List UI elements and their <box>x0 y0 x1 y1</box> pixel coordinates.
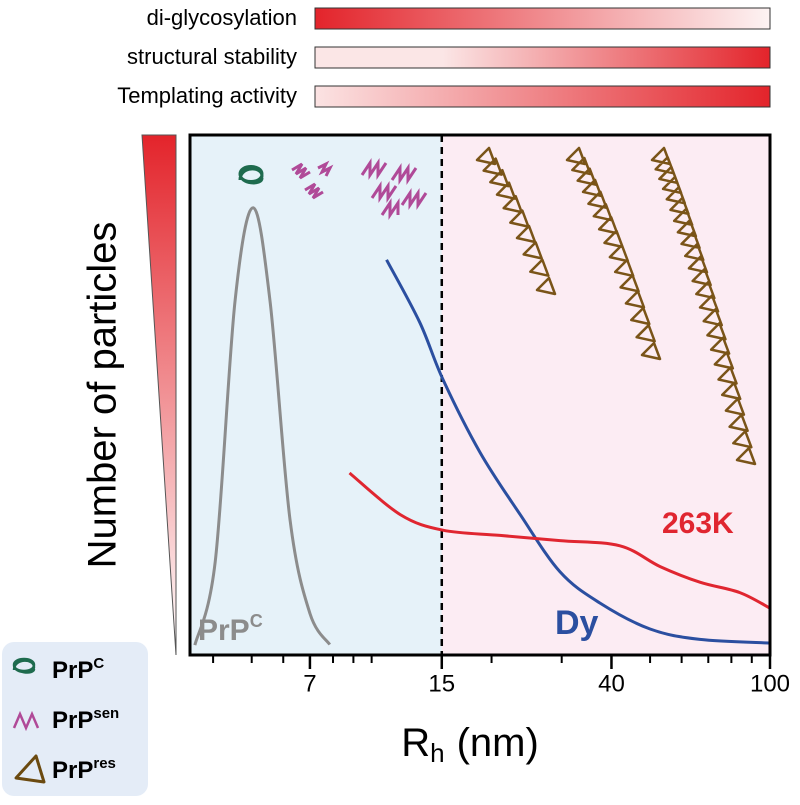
gradient-bar <box>314 7 771 30</box>
legend-base: PrP <box>52 657 93 684</box>
legend-entry: PrPres <box>52 755 116 784</box>
series-label: Dy <box>555 604 599 642</box>
legend-box <box>2 642 148 796</box>
gradient-bar <box>314 85 771 108</box>
x-axis-title: Rh (nm) <box>401 721 539 768</box>
legend-icon <box>14 754 46 784</box>
plot-frame <box>188 133 772 657</box>
legend-icon <box>12 710 40 732</box>
squiggle-icon <box>291 160 334 200</box>
fibril-icon <box>475 146 557 296</box>
bar-label: Templating activity <box>117 83 297 108</box>
y-axis-title: Number of particles <box>81 222 125 569</box>
gradient-bars: di-glycosylation structural stability Temp… <box>117 5 771 108</box>
series-line <box>385 259 771 645</box>
series-name: Dy <box>555 604 599 642</box>
coil-icon <box>238 165 264 185</box>
x-tick-label: 40 <box>598 670 625 697</box>
series-label: 263K <box>662 507 734 540</box>
legend-icon <box>12 657 36 674</box>
legend-sup: sen <box>93 705 119 722</box>
x-tick-label: 15 <box>428 670 455 697</box>
series-label: PrPC <box>198 611 263 647</box>
bar-label: structural stability <box>127 44 297 69</box>
region-right <box>441 135 770 655</box>
x-title-unit: (nm) <box>457 721 539 765</box>
region-left <box>190 135 442 655</box>
icons <box>238 158 428 220</box>
legend-base: PrP <box>52 707 93 734</box>
x-tick-label: 7 <box>303 670 316 697</box>
legend-sup: C <box>93 655 104 672</box>
legend-entry: PrPsen <box>52 705 119 734</box>
fibril-icon <box>650 146 757 466</box>
legend-sup: res <box>93 755 116 772</box>
legend-base: PrP <box>52 757 93 784</box>
series-name: PrP <box>198 614 250 647</box>
legend-entry: PrPC <box>52 655 104 684</box>
y-triangle <box>141 134 177 656</box>
series-name-sup: C <box>250 611 263 631</box>
oligomer-icon <box>360 158 428 220</box>
series-line <box>193 206 332 646</box>
series-name: 263K <box>662 507 734 540</box>
x-tick-label: 100 <box>750 670 790 697</box>
gradient-bar <box>314 46 771 69</box>
x-title-main: R <box>401 721 430 765</box>
fibril-icon <box>565 146 662 361</box>
x-title-sub: h <box>430 738 444 768</box>
bar-label: di-glycosylation <box>147 5 297 30</box>
series-line <box>348 471 771 610</box>
